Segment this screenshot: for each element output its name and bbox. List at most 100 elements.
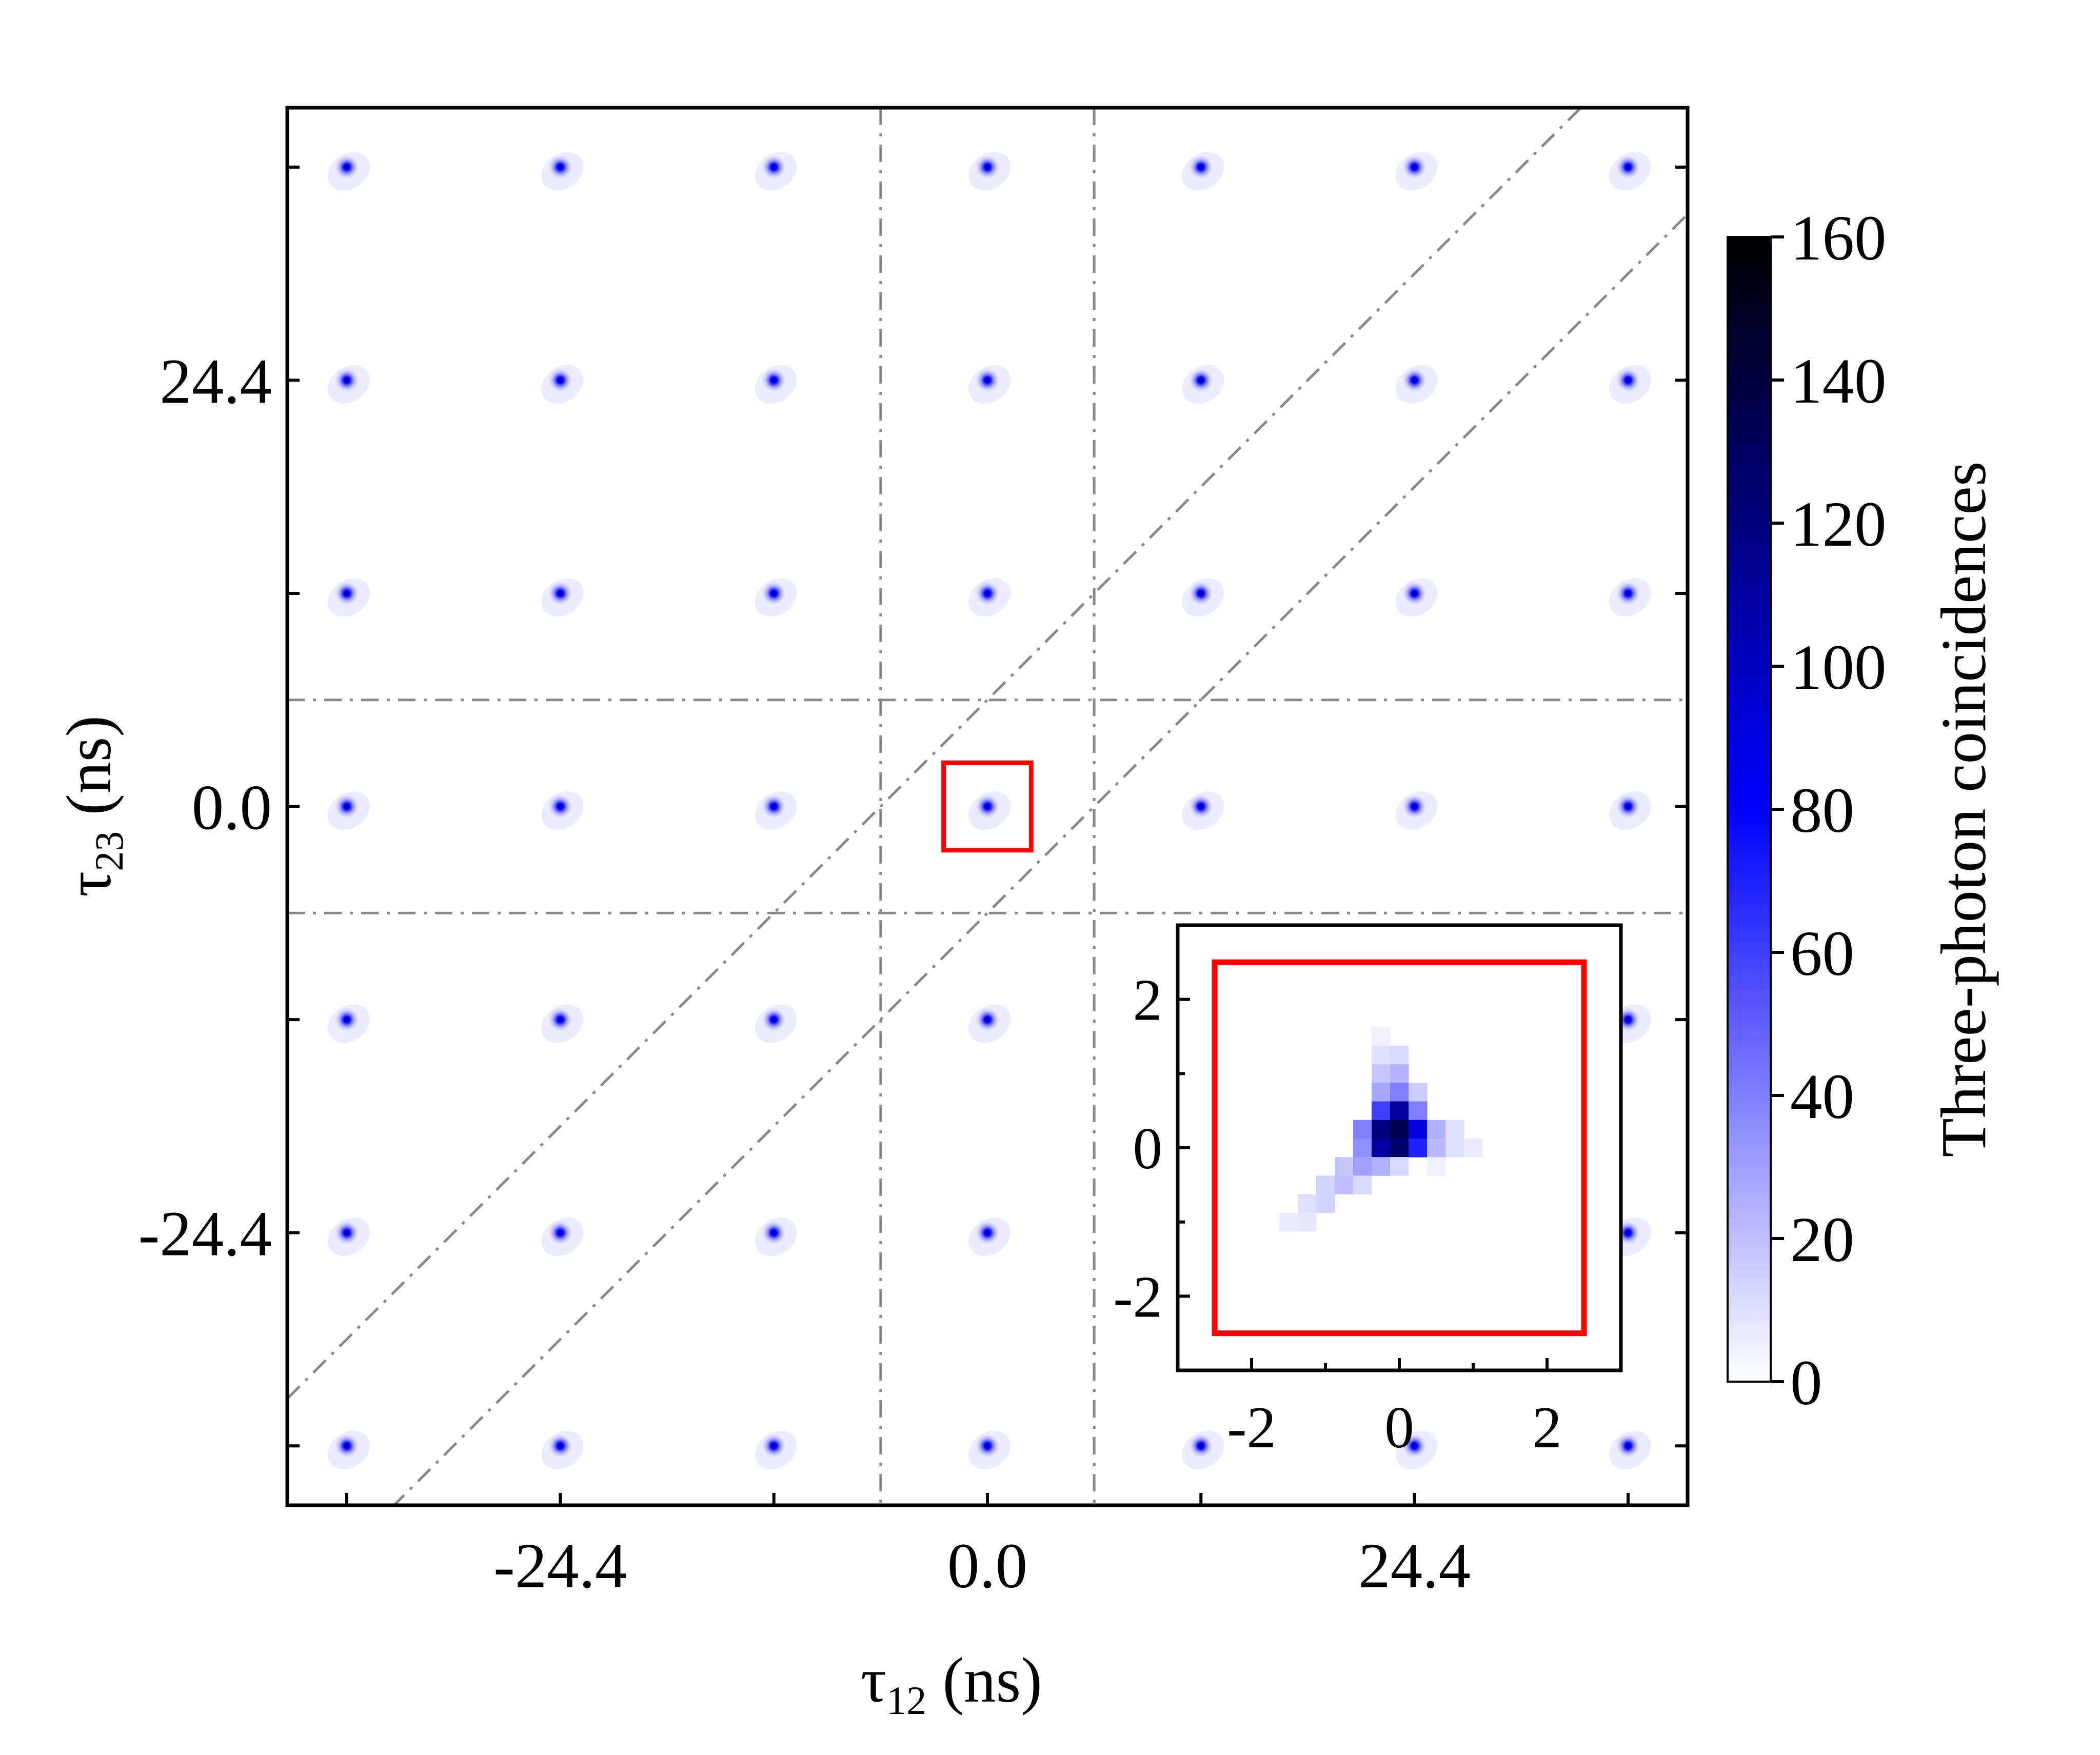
- colorbar-tick-label: 100: [1790, 632, 1887, 703]
- coincidence-peak: [1609, 152, 1651, 191]
- coincidence-peak: [1609, 791, 1651, 830]
- heatmap-bin: [1279, 1212, 1298, 1232]
- heatmap-bin: [1372, 1046, 1391, 1065]
- peak-core: [1614, 580, 1641, 607]
- colorbar-tick-label: 120: [1790, 489, 1887, 560]
- coincidence-peak: [1609, 1430, 1651, 1469]
- peak-core: [333, 580, 361, 607]
- x-axis-symbol: τ: [861, 1645, 886, 1716]
- coincidence-peak: [755, 578, 797, 617]
- coincidence-peak: [1182, 365, 1224, 404]
- coincidence-peak: [968, 578, 1011, 617]
- heatmap-bin: [1445, 1120, 1464, 1139]
- peak-core: [1614, 367, 1641, 394]
- peak-core: [974, 1006, 1001, 1033]
- peak-core: [547, 1219, 574, 1246]
- inset-y-tick-label: 0: [1133, 1116, 1163, 1181]
- peak-core: [1614, 153, 1641, 181]
- inset-y-tick-label: -2: [1113, 1264, 1162, 1329]
- coincidence-peak: [1182, 791, 1224, 830]
- coincidence-peak: [328, 791, 370, 830]
- coincidence-peak: [328, 1430, 370, 1469]
- heatmap-bin: [1353, 1138, 1372, 1158]
- main-plot-frame: [285, 106, 1690, 1507]
- heatmap-bin: [1409, 1138, 1428, 1158]
- peak-core: [1401, 580, 1428, 607]
- coincidence-peak: [968, 365, 1011, 404]
- peak-core: [333, 153, 361, 181]
- coincidence-peak: [1182, 1430, 1224, 1469]
- heatmap-bin: [1427, 1120, 1446, 1139]
- peak-core: [1187, 153, 1215, 181]
- y-tick-label: 24.4: [160, 346, 272, 417]
- coincidence-peak: [541, 578, 584, 617]
- x-axis-unit: (ns): [926, 1645, 1042, 1716]
- inset-y-tick-label: 2: [1133, 968, 1163, 1033]
- heatmap-bin: [1335, 1175, 1354, 1194]
- heatmap-bin: [1390, 1101, 1409, 1121]
- peak-core: [1401, 793, 1428, 820]
- peak-core: [333, 1219, 361, 1246]
- peak-core: [333, 1006, 361, 1033]
- peak-core: [1614, 1432, 1641, 1460]
- peak-core: [333, 1432, 361, 1460]
- colorbar-tick-label: 140: [1790, 346, 1887, 417]
- peak-core: [760, 1432, 787, 1460]
- heatmap-bin: [1409, 1083, 1428, 1102]
- peak-core: [760, 367, 787, 394]
- peak-core: [760, 153, 787, 181]
- inset-tick-labels: -2 0 2 -2 0 2: [1113, 968, 1562, 1460]
- colorbar-tick-label: 20: [1790, 1205, 1854, 1275]
- heatmap-bin: [1372, 1027, 1391, 1046]
- peak-core: [547, 793, 574, 820]
- peak-core: [760, 1219, 787, 1246]
- coincidence-peak: [755, 152, 797, 191]
- coincidence-peak: [968, 1218, 1011, 1257]
- peak-core: [333, 793, 361, 820]
- x-tick-label: -24.4: [493, 1531, 627, 1602]
- peak-core: [333, 367, 361, 394]
- heatmap-bin: [1353, 1157, 1372, 1176]
- x-tick-label: 24.4: [1358, 1531, 1471, 1602]
- coincidence-peak: [1395, 365, 1438, 404]
- coincidence-peak: [968, 1004, 1011, 1043]
- inset-x-tick-label: 0: [1384, 1395, 1414, 1460]
- peak-core: [974, 580, 1001, 607]
- coincidence-peak: [1395, 1430, 1438, 1469]
- heatmap-bin: [1316, 1194, 1335, 1213]
- coincidence-peak: [328, 152, 370, 191]
- peak-core: [547, 367, 574, 394]
- inset-x-tick-label: 2: [1532, 1395, 1562, 1460]
- coincidence-peak: [755, 1004, 797, 1043]
- coincidence-peak: [328, 1004, 370, 1043]
- peak-core: [547, 153, 574, 181]
- peak-core: [974, 1219, 1001, 1246]
- inset-highlight-box: [1212, 959, 1587, 1337]
- colorbar-tick-label: 40: [1790, 1062, 1854, 1132]
- coincidence-peak: [541, 1004, 584, 1043]
- main-tick-labels: -24.4 0.0 24.4 -24.4 0.0 24.4: [138, 346, 1471, 1602]
- heatmap-bin: [1353, 1120, 1372, 1139]
- peak-core: [547, 1006, 574, 1033]
- x-axis-subscript: 12: [886, 1678, 926, 1723]
- heatmap-bin: [1298, 1194, 1317, 1213]
- y-tick-label: -24.4: [138, 1199, 272, 1270]
- colorbar-tick-label: 160: [1790, 203, 1887, 274]
- x-axis-title: τ12 (ns): [861, 1645, 1042, 1723]
- heatmap-bin: [1427, 1157, 1446, 1176]
- coincidence-peak: [1609, 578, 1651, 617]
- peak-core: [547, 1432, 574, 1460]
- heatmap-bin: [1372, 1138, 1391, 1158]
- inset-x-tick-label: -2: [1227, 1395, 1276, 1460]
- heatmap-bin: [1372, 1157, 1391, 1176]
- coincidence-peak: [968, 152, 1011, 191]
- y-tick-label: 0.0: [192, 773, 272, 844]
- coincidence-peak: [328, 1218, 370, 1257]
- peak-core: [1187, 580, 1215, 607]
- coincidence-peak: [1609, 365, 1651, 404]
- heatmap-bin: [1390, 1046, 1409, 1065]
- coincidence-peak: [1395, 791, 1438, 830]
- heatmap-bin: [1372, 1064, 1391, 1083]
- heatmap-bin: [1409, 1101, 1428, 1121]
